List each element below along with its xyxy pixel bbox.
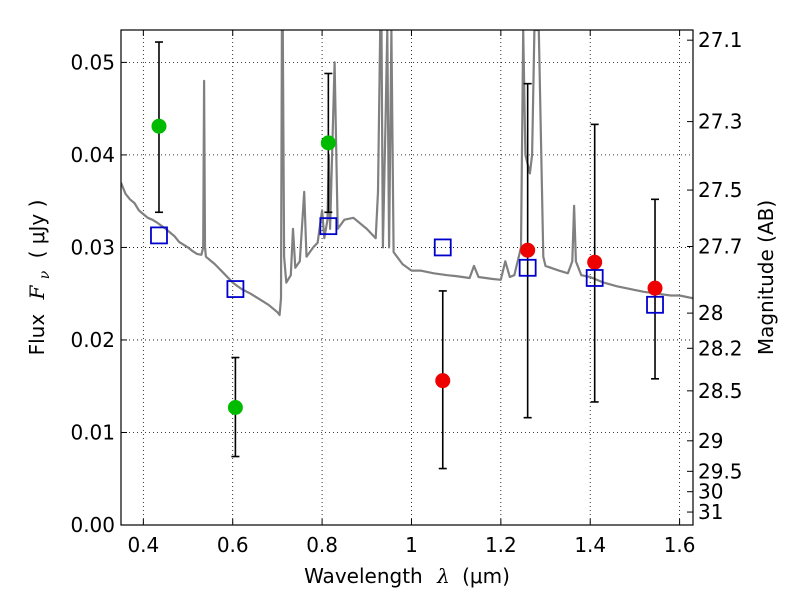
model-square-1	[226, 280, 245, 298]
data-point-0	[151, 118, 167, 134]
y-axis-label-subscript: ν	[37, 270, 53, 279]
y-tick-label-1: 0.01	[70, 420, 115, 444]
right-tick-label-1: 27.3	[698, 110, 743, 134]
right-tick-label-8: 29.5	[698, 459, 743, 483]
x-tick-label-2: 0.8	[306, 533, 338, 557]
data-point-1	[227, 399, 243, 415]
y-axis-label-group: Flux F ν ( μJy )	[25, 200, 54, 356]
x-axis-label-group: Wavelength λ (μm)	[304, 564, 510, 588]
y-tick-label-5: 0.05	[70, 50, 115, 74]
right-tick-label-6: 28.5	[698, 379, 743, 403]
y-tick-label-0: 0.00	[70, 513, 115, 537]
model-square-2	[319, 217, 338, 236]
x-axis-label-main: Wavelength	[304, 564, 423, 588]
y-tick-label-4: 0.04	[70, 143, 115, 167]
model-square-3	[433, 238, 452, 257]
model-square-0	[150, 226, 168, 245]
data-point-4	[520, 242, 536, 258]
y-tick-label-3: 0.03	[70, 235, 115, 259]
right-tick-label-7: 29	[698, 429, 723, 453]
ticks: 0.4 0.6 0.8 1 1.2 1.4 1.6 0.00 0.01 0.02 0.03 0.04 0…	[70, 28, 742, 557]
x-axis-label-unit: (μm)	[462, 564, 510, 588]
right-tick-label-3: 27.7	[698, 235, 743, 259]
plot-frame	[120, 29, 694, 526]
model-square-5	[585, 269, 604, 287]
data-point-3	[435, 373, 451, 389]
right-tick-label-2: 27.5	[698, 178, 743, 202]
x-axis-label-symbol: λ	[436, 564, 450, 588]
right-axis-label: Magnitude (AB)	[754, 200, 778, 355]
marker-layer	[150, 118, 664, 415]
model-spectrum-line	[121, 30, 693, 317]
x-tick-label-3: 1	[405, 533, 418, 557]
right-tick-label-4: 28	[698, 301, 723, 325]
data-point-2	[320, 135, 336, 151]
right-tick-label-0: 27.1	[698, 28, 743, 52]
right-tick-label-5: 28.2	[698, 336, 743, 360]
x-tick-label-5: 1.4	[574, 533, 606, 557]
spectrum-layer	[121, 30, 693, 317]
x-tick-label-4: 1.2	[485, 533, 517, 557]
model-square-4	[518, 258, 537, 277]
y-axis-label-symbol: F	[25, 284, 49, 300]
right-tick-label-9: 30	[698, 480, 723, 504]
y-tick-label-2: 0.02	[70, 328, 115, 352]
y-axis-label-main: Flux	[25, 314, 49, 356]
x-axis-label: Wavelength λ (μm)	[304, 564, 510, 588]
y-axis-label: Flux F ν ( μJy )	[25, 200, 54, 356]
right-axis-label-group: Magnitude (AB)	[754, 200, 778, 355]
data-point-6	[647, 280, 663, 296]
x-tick-label-0: 0.4	[127, 533, 159, 557]
x-tick-label-1: 0.6	[217, 533, 249, 557]
y-axis-label-unit: ( μJy )	[25, 200, 49, 259]
model-square-6	[646, 295, 664, 314]
data-point-5	[587, 254, 603, 270]
x-tick-label-6: 1.6	[664, 533, 696, 557]
right-tick-label-10: 31	[698, 500, 723, 524]
